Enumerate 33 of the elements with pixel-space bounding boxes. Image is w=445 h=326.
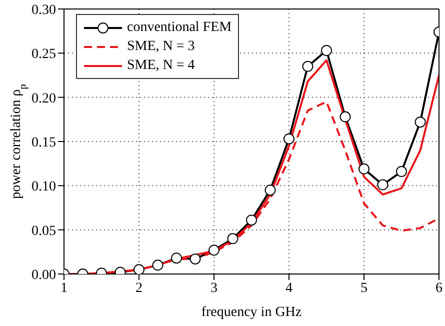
point: [414, 116, 426, 128]
y-tick-label: 0.20: [32, 91, 56, 106]
point: [190, 253, 201, 264]
y-tick-label: 0.05: [32, 224, 56, 239]
x-tick-label: 5: [360, 280, 368, 296]
point: [171, 252, 182, 264]
point: [358, 163, 370, 174]
y-tick-label: 0.30: [32, 2, 56, 18]
point: [264, 184, 276, 196]
x-axis-title: frequency in GHz: [201, 305, 302, 320]
point: [396, 166, 407, 178]
x-tick-label: 1: [60, 280, 68, 296]
x-tick-label: 2: [136, 280, 142, 296]
y-tick-label: 0.15: [32, 135, 56, 150]
x-tick-label: 6: [436, 280, 442, 296]
x-tick-label: 3: [210, 280, 218, 296]
point: [134, 264, 144, 274]
point: [340, 111, 351, 122]
y-tick-label: 0.25: [32, 47, 56, 62]
legend-label: SME, N = 4: [127, 58, 195, 74]
point: [321, 45, 332, 56]
point: [377, 179, 388, 190]
x-tick-label: 4: [286, 280, 292, 296]
y-tick-label: 0.10: [32, 180, 56, 195]
point: [302, 60, 314, 72]
point: [246, 214, 257, 226]
point: [208, 244, 220, 256]
point: [152, 260, 164, 271]
point: [227, 233, 238, 244]
legend-label: conventional FEM: [127, 20, 232, 36]
legend-label: SME, N = 3: [127, 38, 195, 54]
y-tick-label: 0.00: [32, 268, 56, 283]
point: [284, 133, 294, 144]
